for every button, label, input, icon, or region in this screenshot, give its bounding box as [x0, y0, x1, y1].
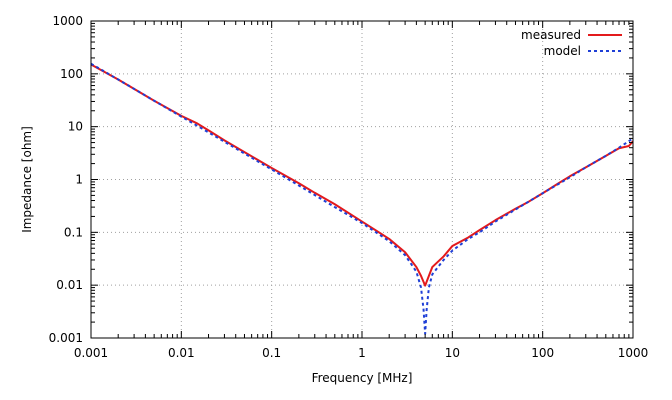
series-line-model: [91, 62, 633, 335]
y-tick-label: 0.1: [64, 225, 83, 239]
axis-ticks: [90, 20, 634, 339]
tick-labels: 0.001 0.01 0.1 1 10 100 1000 0.001 0.01 0.1 1 10 100…: [49, 14, 649, 360]
x-tick-label: 0.001: [74, 346, 108, 360]
y-tick-label: 10: [68, 120, 83, 134]
x-tick-label: 1: [358, 346, 366, 360]
legend-label-model: model: [544, 44, 581, 58]
y-tick-label: 0.001: [49, 331, 83, 345]
x-tick-label: 1000: [618, 346, 649, 360]
y-tick-label: 1: [75, 173, 83, 187]
series-lines: [91, 62, 633, 335]
x-axis-label: Frequency [MHz]: [312, 371, 413, 385]
legend-label-measured: measured: [521, 28, 581, 42]
y-axis-label: Impedance [ohm]: [20, 126, 34, 233]
legend: measured model: [521, 28, 622, 58]
grid: [91, 21, 633, 338]
x-tick-label: 10: [445, 346, 460, 360]
y-tick-label: 100: [60, 67, 83, 81]
x-tick-label: 0.1: [262, 346, 281, 360]
x-tick-label: 100: [531, 346, 554, 360]
x-tick-label: 0.01: [168, 346, 195, 360]
y-tick-label: 0.01: [56, 278, 83, 292]
y-tick-label: 1000: [52, 14, 83, 28]
